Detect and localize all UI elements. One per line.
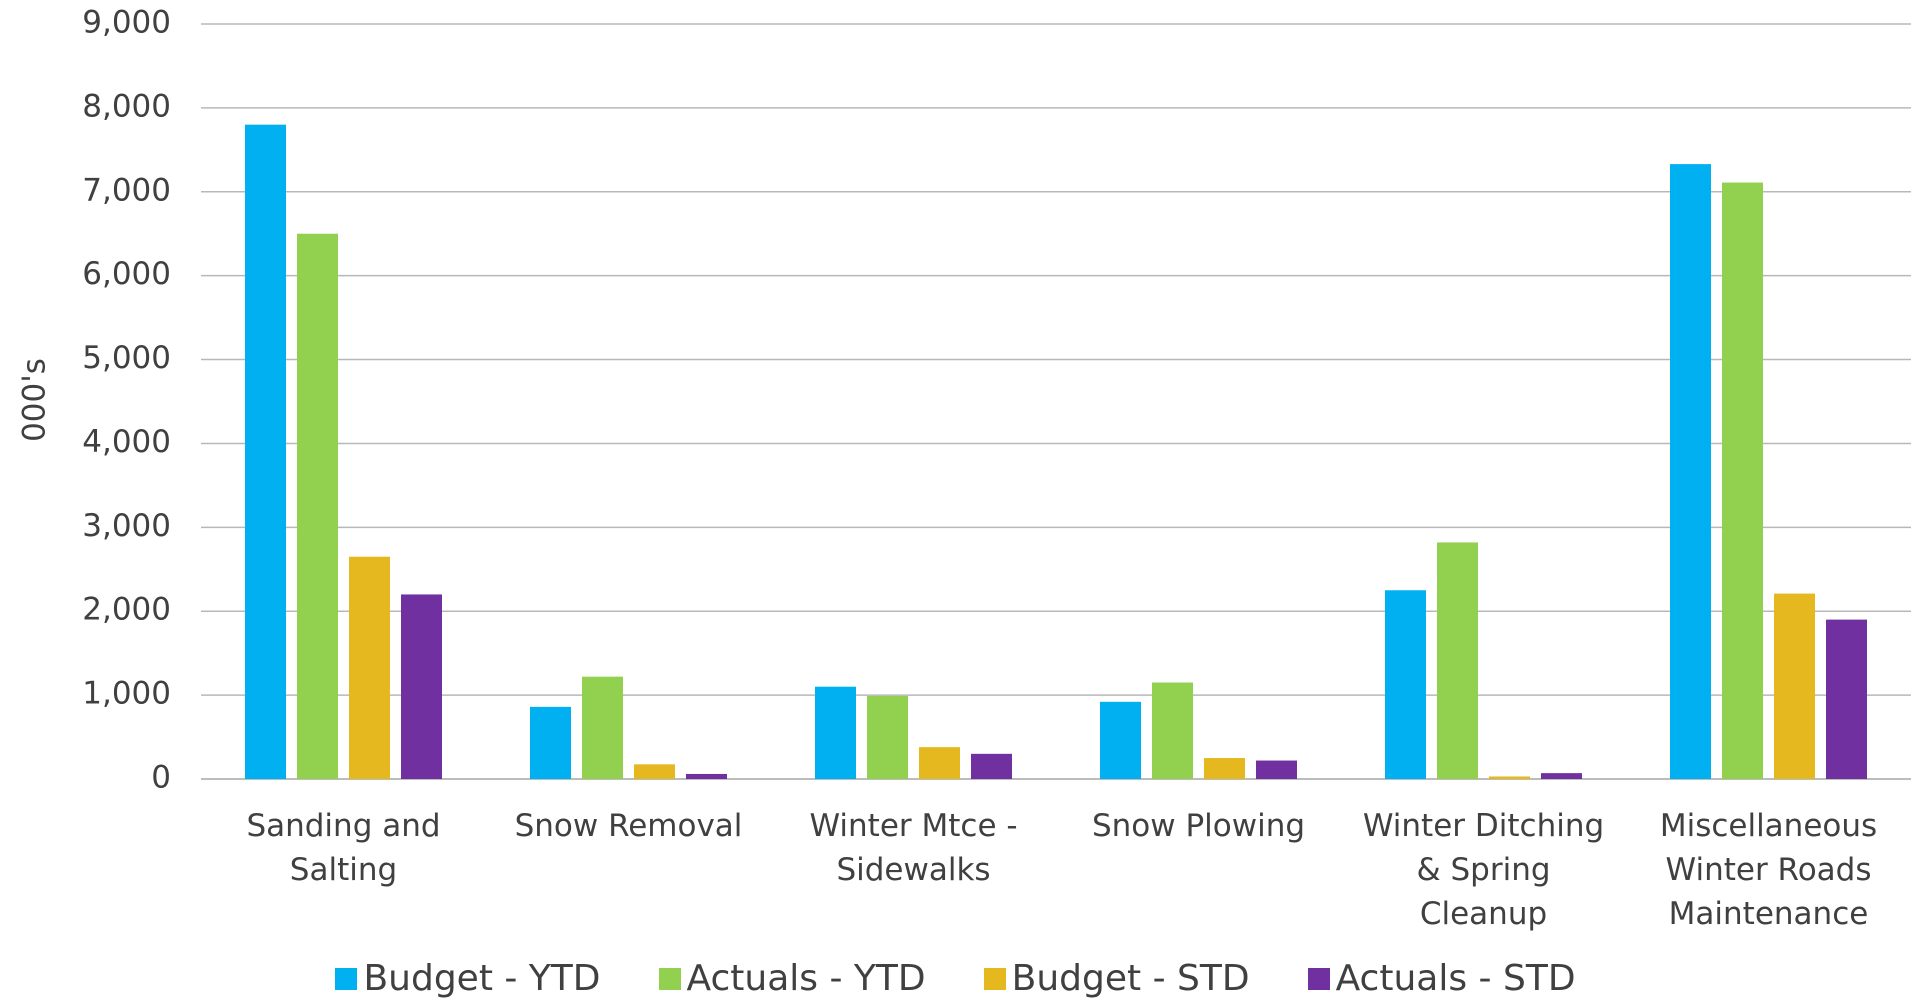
legend-swatch [983,967,1006,990]
y-tick-label: 5,000 [82,340,171,376]
bar [530,706,571,779]
legend-item: Budget - STD [983,958,1250,999]
x-tick-label: Miscellaneous Winter Roads Maintenance [1659,808,1878,932]
y-tick-label: 2,000 [82,592,171,628]
x-tick-label: Winter Ditching & Spring Cleanup [1362,808,1605,932]
bar [401,594,442,779]
bar [815,686,856,779]
y-tick-label: 8,000 [82,88,171,124]
bar [867,695,908,779]
y-axis-title: 000's [17,358,53,442]
legend-label: Budget - STD [1011,958,1250,999]
bar [1100,701,1141,779]
bar [1152,682,1193,779]
legend-swatch [658,967,681,990]
x-tick-label: Sanding and Salting [246,808,441,888]
legend-swatch [335,967,358,990]
legend-label: Actuals - STD [1335,958,1576,999]
bar [1541,773,1582,779]
bar [971,753,1012,779]
legend-label: Actuals - YTD [686,958,926,999]
x-tick-label: Snow Plowing [1091,808,1306,844]
x-tick-label: Snow Removal [514,808,743,844]
bar [1489,776,1530,779]
legend-label: Budget - YTD [363,958,601,999]
legend-item: Budget - YTD [335,958,601,999]
legend: Budget - YTD Actuals - YTD Budget - STD Act… [0,958,1911,999]
bar [582,676,623,779]
legend-item: Actuals - YTD [658,958,926,999]
y-tick-label: 9,000 [82,5,171,41]
y-tick-label: 4,000 [82,424,171,460]
bar [1722,182,1763,780]
x-tick-label: Winter Mtce - Sidewalks [809,808,1018,888]
bar [634,764,675,779]
legend-item: Actuals - STD [1307,958,1576,999]
y-tick-label: 6,000 [82,256,171,292]
bar [297,233,338,779]
y-tick-label: 1,000 [82,676,171,712]
bar [349,556,390,779]
y-tick-label: 3,000 [82,508,171,544]
bar [1670,164,1711,779]
bar [919,747,960,779]
bar [1437,542,1478,779]
bar [686,773,727,779]
bar [1774,593,1815,779]
legend-swatch [1307,967,1330,990]
bar [1256,760,1297,779]
bar [1204,758,1245,779]
bar [245,124,286,779]
bar [1826,619,1867,779]
bar [1385,590,1426,779]
y-tick-label: 7,000 [82,172,171,208]
y-tick-label: 0 [151,760,171,796]
